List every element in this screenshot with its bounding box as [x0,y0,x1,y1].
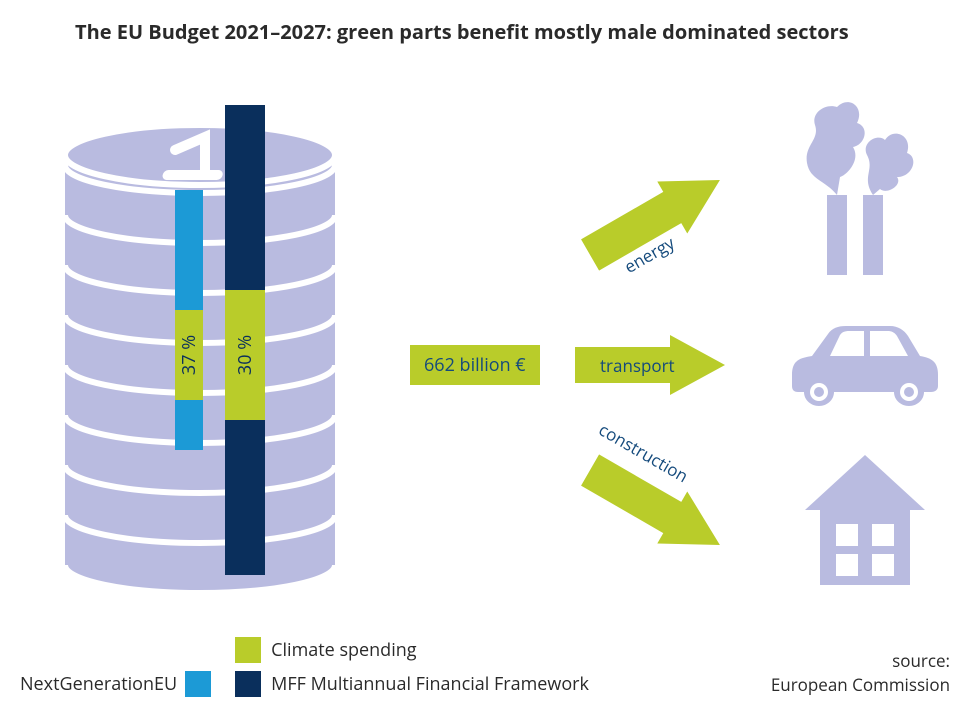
source-value: European Commission [771,673,950,697]
source-label: source: [771,649,950,673]
amount-box: 662 billion € [410,345,540,385]
legend-nextgen-label: NextGenerationEU [20,672,177,696]
legend-climate-label: Climate spending [271,638,416,662]
house-icon [800,450,930,590]
car-icon [780,320,945,410]
arrow-transport-label: transport [600,354,675,377]
smokestack-icon [785,85,935,275]
swatch-bright-blue [185,671,211,697]
bar-mff-green: 30 % [225,290,265,420]
bar-mff-label: 30 % [233,335,257,375]
page-title: The EU Budget 2021–2027: green parts ben… [75,18,849,45]
source: source: European Commission [771,649,950,697]
legend-climate: Climate spending [235,637,589,663]
bar-nextgenerationeu-green: 37 % [175,310,203,400]
swatch-dark-blue [235,671,261,697]
bar-nextgenerationeu-label: 37 % [177,335,201,375]
legend-mff-label: MFF Multiannual Financial Framework [271,672,589,696]
legend-mff: MFF Multiannual Financial Framework [235,671,589,697]
swatch-green [235,637,261,663]
legend-nextgen: NextGenerationEU [20,671,211,697]
